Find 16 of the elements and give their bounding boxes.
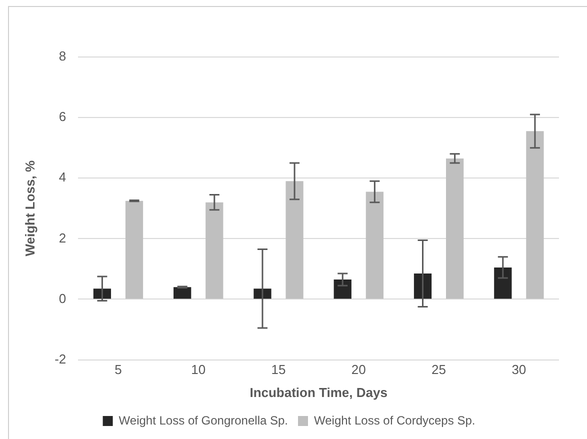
x-tick-label: 15 xyxy=(271,362,286,378)
x-tick-label: 30 xyxy=(512,362,526,378)
y-tick-label: 6 xyxy=(58,109,66,124)
x-tick-label: 20 xyxy=(351,362,366,378)
legend-label: Weight Loss of Gongronella Sp. xyxy=(118,413,288,428)
y-tick-label: 8 xyxy=(58,48,66,64)
y-tick-label: -2 xyxy=(54,351,66,366)
y-tick-label: 2 xyxy=(58,230,66,246)
y-axis-title: Weight Loss, % xyxy=(22,160,38,256)
y-tick-label: 4 xyxy=(58,170,66,185)
x-tick-label: 10 xyxy=(191,362,206,378)
legend-label: Weight Loss of Cordyceps Sp. xyxy=(314,413,476,428)
y-tick-label: 0 xyxy=(58,290,66,306)
x-tick-label: 25 xyxy=(432,362,446,378)
x-tick-label: 5 xyxy=(114,362,122,378)
x-axis-title: Incubation Time, Days xyxy=(250,384,388,400)
